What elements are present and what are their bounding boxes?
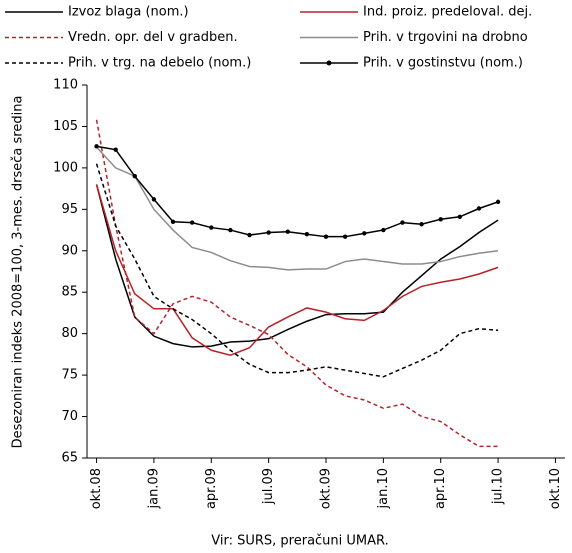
series-marker (228, 227, 233, 233)
series-line (95, 184, 499, 348)
y-tick-label: 90 (61, 243, 78, 258)
series-marker (247, 232, 252, 238)
legend-label: Prih. v gostinstvu (nom.) (363, 56, 523, 71)
x-tick-label: apr.09 (204, 468, 219, 509)
y-tick-label: 110 (53, 78, 78, 93)
series-marker (170, 219, 176, 224)
series-marker (495, 199, 501, 205)
series-marker (381, 227, 386, 233)
y-tick-label: 85 (61, 285, 78, 300)
y-tick-label: 80 (61, 326, 78, 341)
y-tick-label: 95 (61, 202, 78, 217)
series-marker (362, 231, 367, 236)
series-line (96, 145, 499, 238)
series-line (96, 146, 499, 271)
series-marker (304, 232, 310, 237)
x-tick-label: jul.09 (261, 468, 276, 505)
y-tick-label: 65 (61, 451, 78, 466)
series-marker (266, 230, 271, 235)
legend-label: Prih. v trgovini na drobno (363, 30, 528, 45)
y-axis-title: Desezoniran indeks 2008=100, 3-mes. drse… (11, 96, 26, 449)
series-marker (113, 147, 118, 152)
y-tick-label: 105 (53, 119, 78, 134)
x-tick-label: okt.09 (319, 468, 334, 509)
series-line (95, 163, 499, 378)
series-marker (209, 225, 214, 230)
legend-label: Prih. v trg. na debelo (nom.) (68, 56, 251, 71)
series-line (95, 119, 499, 448)
x-tick-label: jul.10 (491, 468, 506, 505)
legend-label: Vredn. opr. del v gradben. (68, 30, 238, 45)
series-marker (438, 217, 443, 222)
series-marker (151, 197, 157, 202)
source-note: Vir: SURS, preračuni UMAR. (211, 534, 388, 549)
series-marker (419, 222, 424, 227)
x-tick-label: jan.09 (146, 468, 161, 510)
series-marker (132, 173, 137, 179)
x-tick-label: okt.08 (89, 468, 104, 509)
series-marker (476, 206, 482, 211)
legend-label: Izvoz blaga (nom.) (68, 5, 189, 20)
series-marker (457, 214, 463, 219)
series-marker (94, 144, 99, 149)
series-marker (285, 229, 290, 234)
y-tick-label: 100 (53, 160, 78, 175)
series-marker (342, 234, 348, 239)
series-marker (400, 220, 405, 225)
series-line (95, 184, 499, 357)
x-tick-label: jan.10 (376, 468, 391, 510)
series-marker (189, 220, 195, 225)
legend-label: Ind. proiz. predeloval. dej. (363, 5, 532, 20)
x-tick-label: apr.10 (433, 468, 448, 509)
series-marker (323, 234, 329, 239)
legend-marker (326, 60, 332, 66)
y-tick-label: 70 (61, 409, 78, 424)
x-tick-label: okt.10 (548, 468, 563, 509)
y-tick-label: 75 (61, 368, 78, 383)
